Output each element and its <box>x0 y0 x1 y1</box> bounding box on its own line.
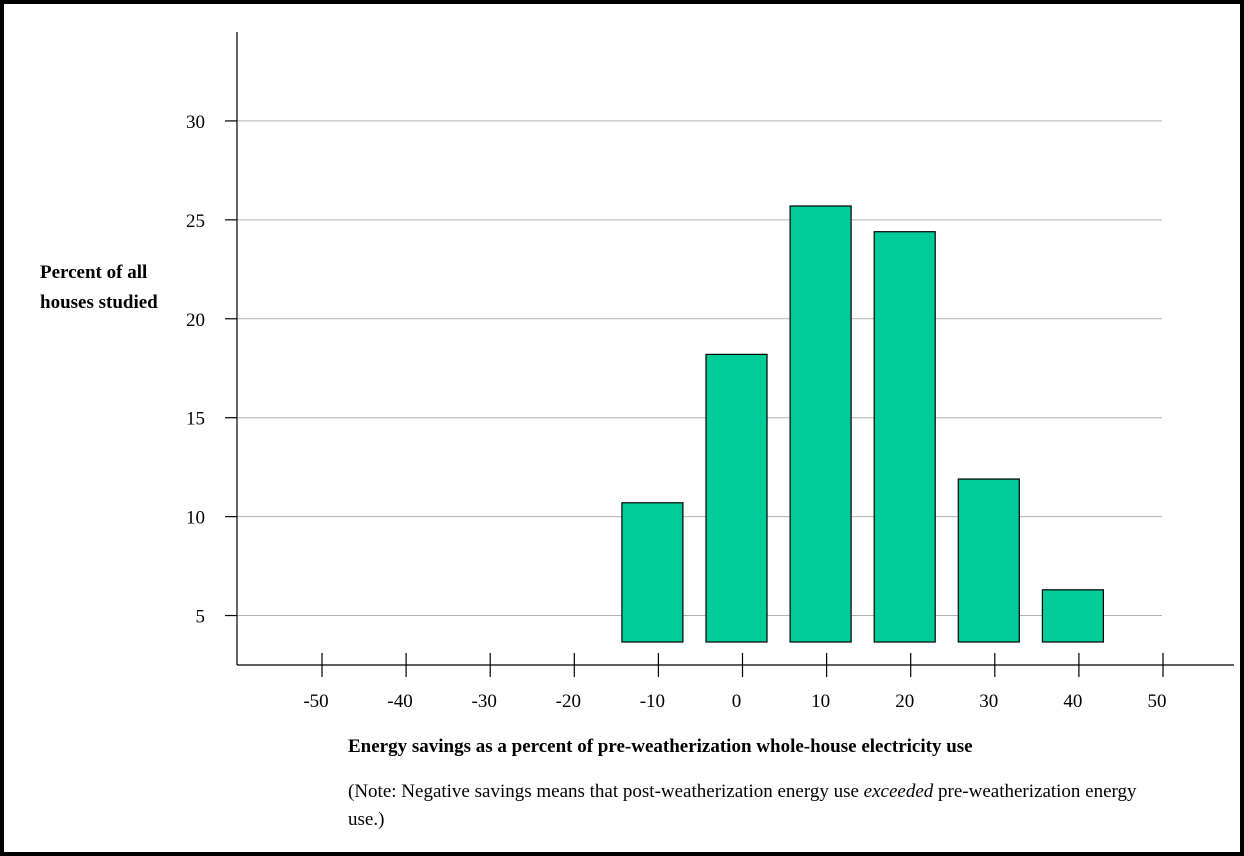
x-tick-label: 40 <box>1063 691 1082 712</box>
bars <box>621 205 1105 643</box>
bar <box>705 353 768 643</box>
x-tick-label: 0 <box>732 691 742 712</box>
footnote: (Note: Negative savings means that post-… <box>348 778 1168 834</box>
y-tick-label: 30 <box>186 112 205 133</box>
x-axis-label: Energy savings as a percent of pre-weath… <box>348 736 973 757</box>
y-tick-label: 10 <box>186 508 205 529</box>
y-tick-label: 20 <box>186 310 205 331</box>
x-tick-label: 10 <box>811 691 830 712</box>
y-tick-label: 5 <box>196 607 206 628</box>
axes: 5 10 15 20 25 30 -50 -40 -30 -20 -10 0 10 20 30 40 50 <box>186 32 1234 712</box>
y-axis-label: Percent of all houses studied <box>40 262 158 313</box>
bar <box>1041 589 1105 643</box>
footnote-emphasis: exceeded <box>863 781 934 802</box>
gridlines <box>237 120 1162 617</box>
x-tick-label: -40 <box>387 691 412 712</box>
x-tick-label: -50 <box>303 691 328 712</box>
x-tick-label: 20 <box>895 691 914 712</box>
x-tick-label: 50 <box>1148 691 1167 712</box>
x-tick-label: -20 <box>556 691 581 712</box>
bar <box>789 205 852 643</box>
footnote-prefix: (Note: Negative savings means that post-… <box>348 781 864 802</box>
x-tick-label: -30 <box>472 691 497 712</box>
footnote-suffix: pre-weatherization energy use.) <box>348 781 1137 830</box>
x-tick-label: -10 <box>640 691 665 712</box>
y-tick-label: 15 <box>186 409 205 430</box>
bar <box>621 502 684 643</box>
bar <box>873 231 936 643</box>
y-tick-label: 25 <box>186 211 205 232</box>
x-tick-label: 30 <box>979 691 998 712</box>
bar <box>957 478 1020 643</box>
